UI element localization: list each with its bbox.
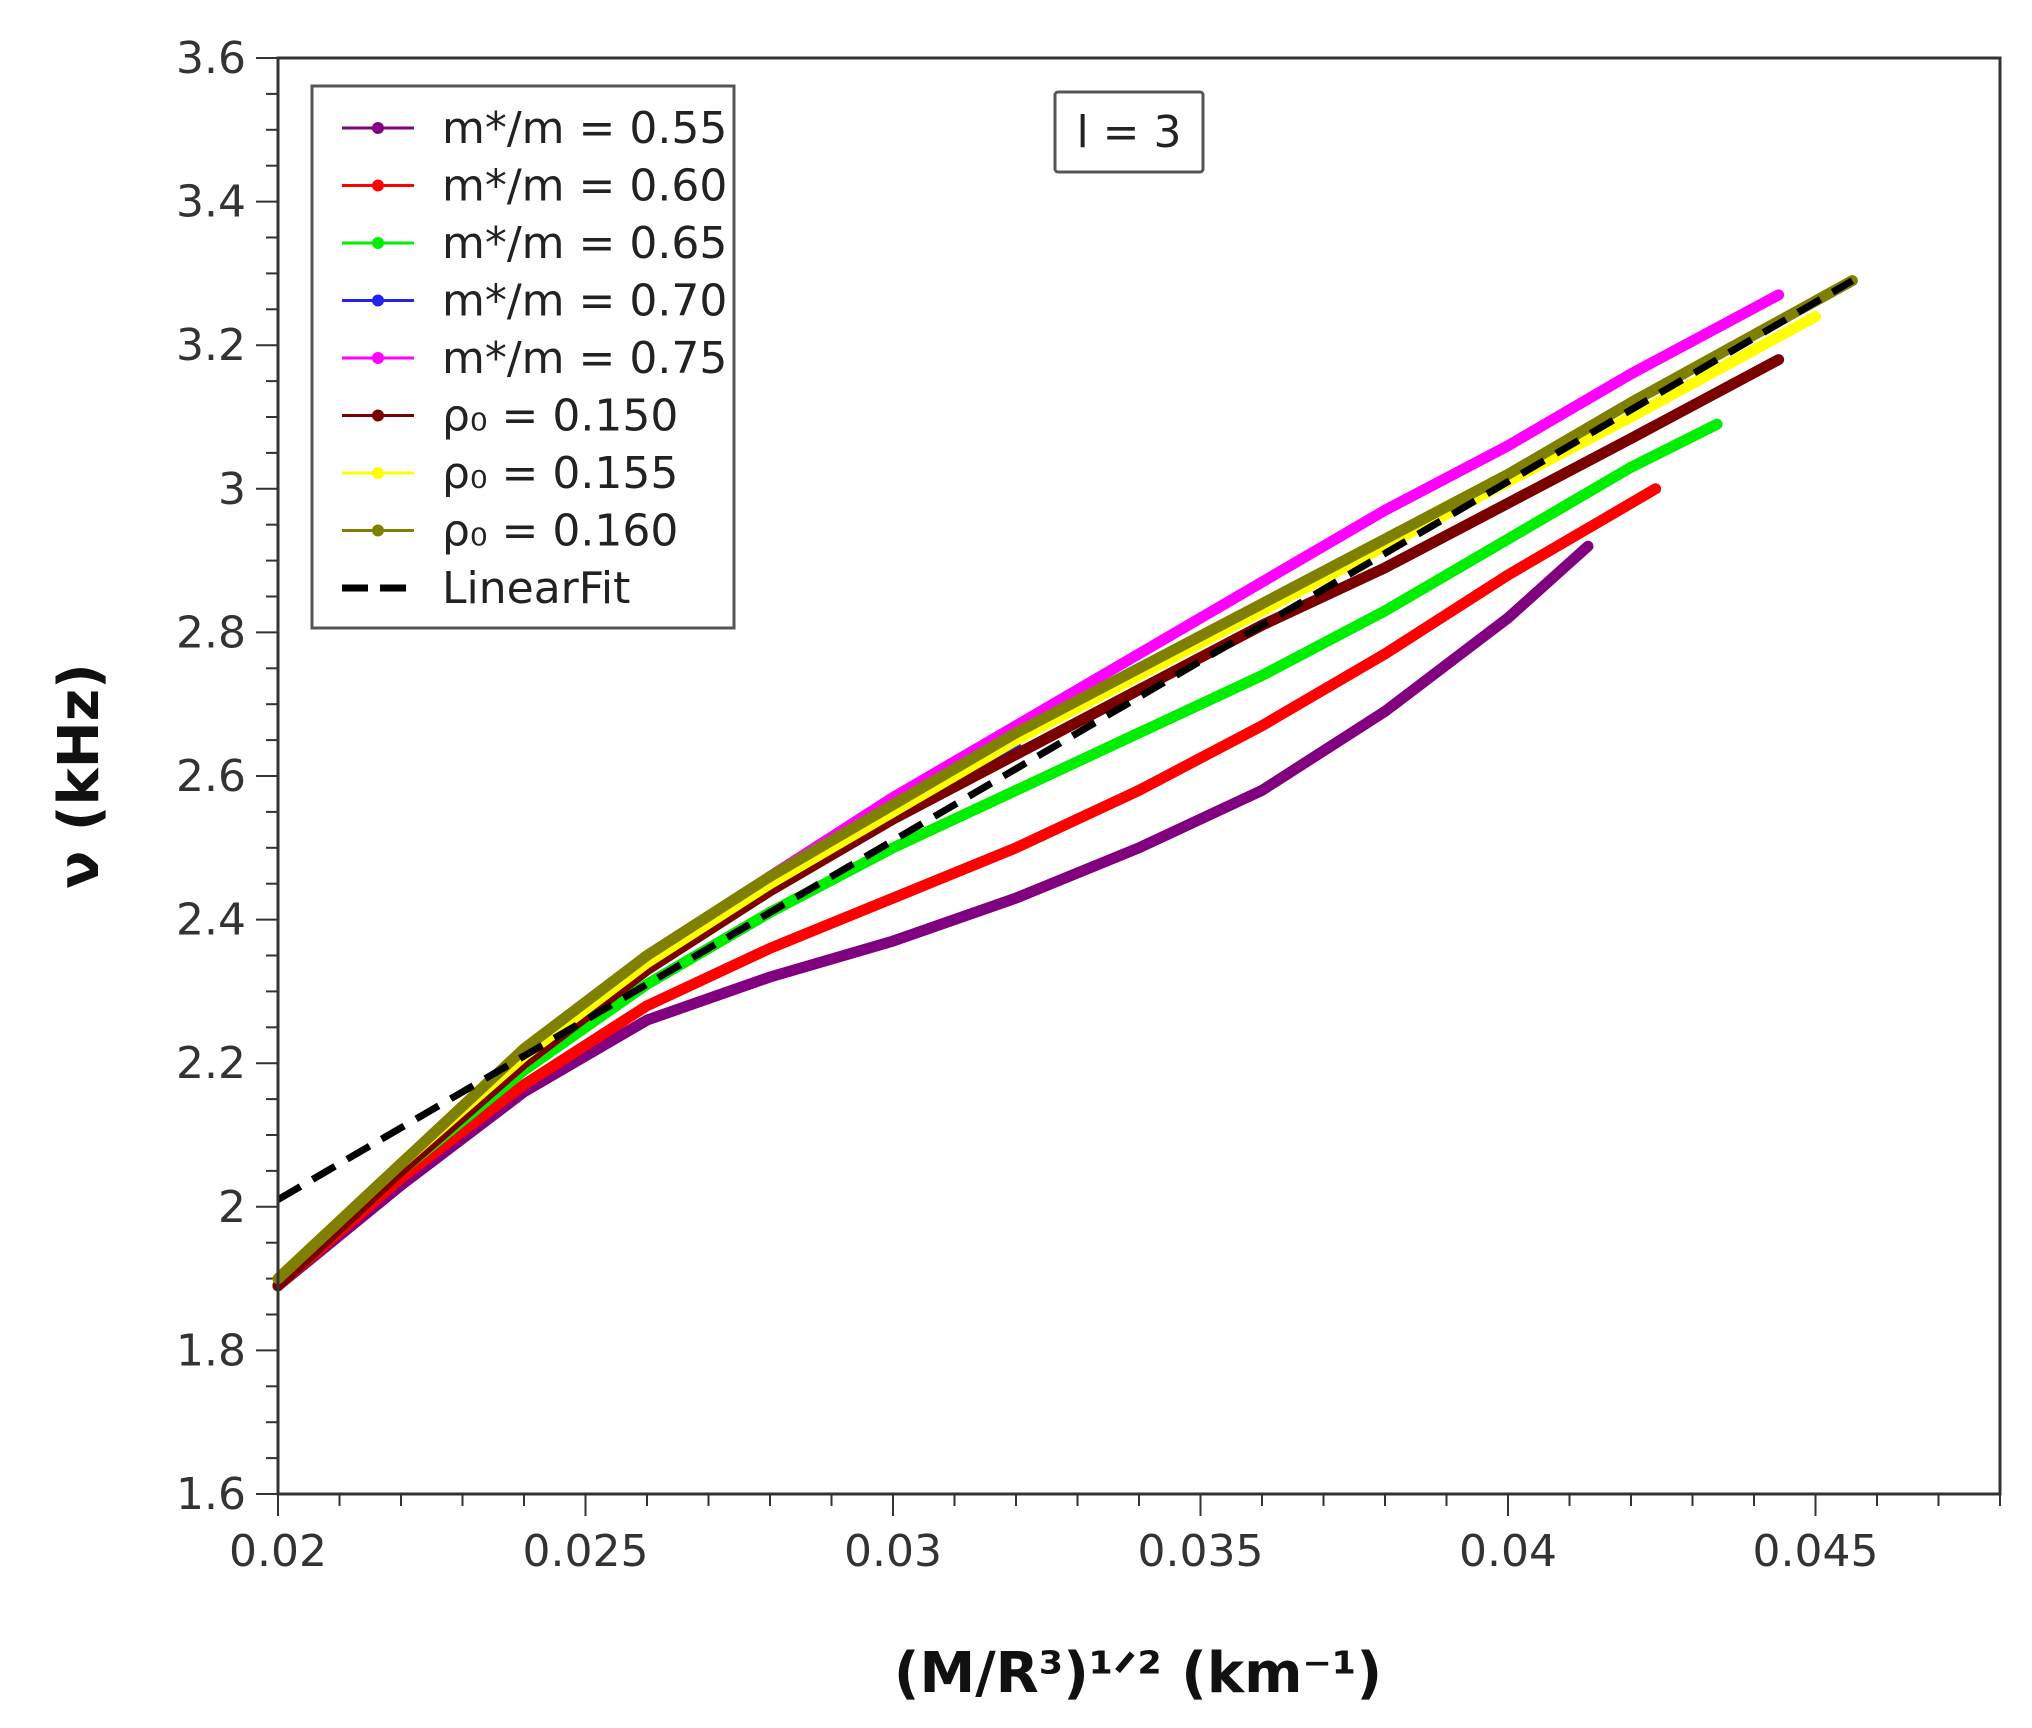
legend-entry: m*/m = 0.60 [342,161,727,212]
legend-entry: ρ₀ = 0.155 [342,448,678,499]
legend: m*/m = 0.55 m*/m = 0.60 m*/m = 0.65 m*/m = … [310,84,736,630]
legend-marker [372,179,384,192]
x-tick-label: 0.03 [844,1526,942,1577]
axis-ticks [256,57,2001,1516]
y-tick-label: 1.8 [176,1325,246,1376]
legend-label: LinearFit [442,563,630,614]
y-tick-label: 2.4 [176,895,246,946]
plot-frame [276,56,2002,1496]
legend-label: m*/m = 0.60 [442,161,727,212]
series-line-8 [276,277,1855,1203]
x-tick-label: 0.04 [1459,1526,1557,1577]
legend-marker [372,294,384,307]
legend-entry: m*/m = 0.65 [342,218,727,269]
x-tick-label: 0.02 [229,1526,327,1577]
y-tick-label: 3.4 [176,177,246,228]
tick-labels: 0.02 0.025 0.03 0.035 0.04 0.045 1.6 1.8 2 2.2 2.4… [176,33,1878,1577]
y-axis-label: ν (kHz) [47,663,112,889]
legend-entry: ρ₀ = 0.160 [342,506,678,557]
y-tick-label: 3.2 [176,320,246,371]
legend-marker [372,467,384,479]
legend-marker [372,409,384,422]
legend-entry: m*/m = 0.75 [342,333,727,384]
legend-label: m*/m = 0.55 [442,103,727,154]
x-tick-label: 0.035 [1138,1526,1264,1577]
legend-marker [372,237,384,249]
series-line-7 [272,275,1858,1285]
x-tick-label: 0.025 [523,1526,649,1577]
legend-marker [372,524,384,537]
legend-entry: ρ₀ = 0.150 [342,391,678,442]
legend-label: m*/m = 0.70 [442,276,727,327]
legend-marker [372,122,384,134]
legend-label: ρ₀ = 0.155 [442,448,678,499]
series-line-0 [272,540,1594,1292]
x-axis-label: (M/R³)¹ᐟ² (km⁻¹) [894,1641,1382,1706]
x-tick-label: 0.045 [1753,1526,1879,1577]
legend-label: ρ₀ = 0.150 [442,391,678,442]
y-tick-label: 2 [218,1182,246,1233]
legend-entry: LinearFit [342,563,630,614]
legend-marker [372,352,384,364]
y-tick-label: 2.6 [176,751,246,802]
legend-entry: m*/m = 0.55 [342,103,727,154]
legend-label: m*/m = 0.65 [442,218,727,269]
y-tick-label: 2.8 [176,607,246,658]
series-line-1 [272,483,1662,1292]
y-tick-label: 3.6 [176,33,246,84]
annotation-box: l = 3 [1053,90,1205,174]
annotation-label: l = 3 [1076,107,1181,158]
plot-series [272,275,1858,1292]
legend-label: ρ₀ = 0.160 [442,506,678,557]
legend-label: m*/m = 0.75 [442,333,727,384]
y-tick-label: 2.2 [176,1038,246,1089]
y-tick-label: 3 [218,464,246,515]
y-tick-label: 1.6 [176,1469,246,1520]
legend-entry: m*/m = 0.70 [342,276,727,327]
